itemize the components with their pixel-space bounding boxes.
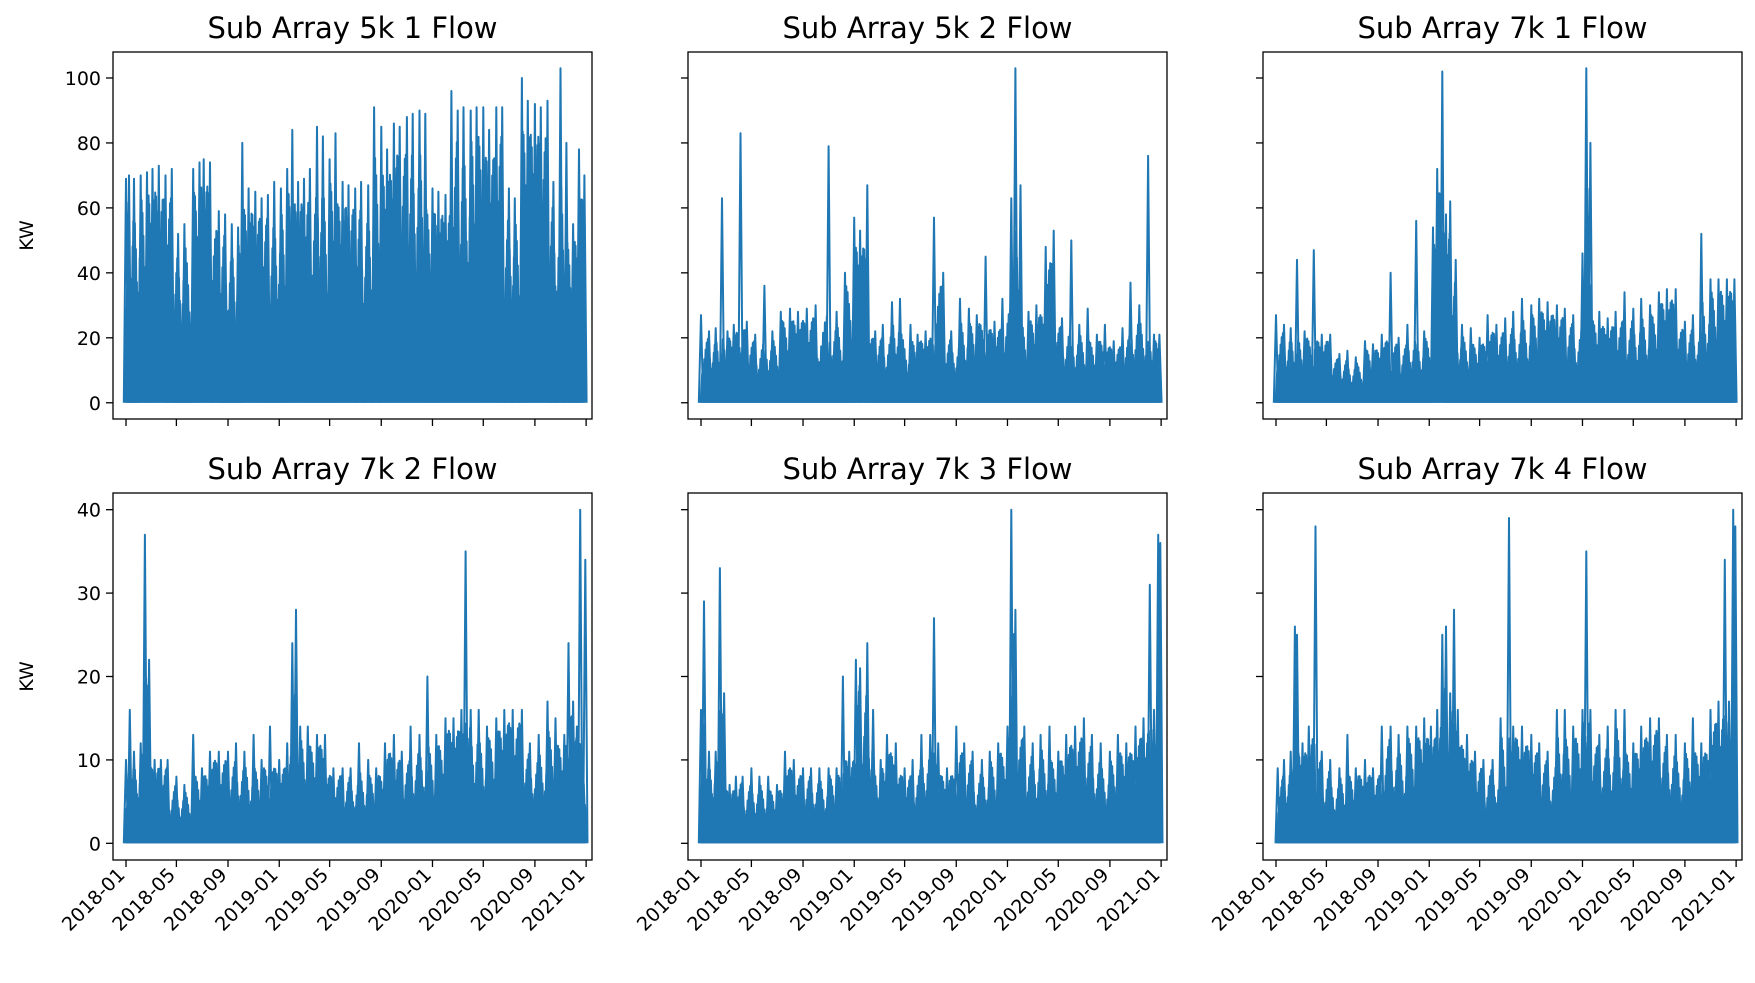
panel-sub-array-5k-2-flow: Sub Array 5k 2 Flow <box>681 11 1168 426</box>
y-tick-label: 100 <box>65 68 101 90</box>
series-line <box>122 508 589 844</box>
y-axis-label: KW <box>16 220 38 251</box>
panel-sub-array-7k-3-flow: 2018-012018-052018-092019-012019-052019-… <box>633 452 1168 936</box>
series-line <box>697 508 1164 844</box>
panel-sub-array-7k-1-flow: Sub Array 7k 1 Flow <box>1256 11 1743 426</box>
y-tick-label: 60 <box>77 198 101 220</box>
y-tick-label: 40 <box>77 500 101 522</box>
panel-sub-array-7k-4-flow: 2018-012018-052018-092019-012019-052019-… <box>1208 452 1743 936</box>
chart-title: Sub Array 7k 1 Flow <box>1357 11 1647 45</box>
chart-title: Sub Array 7k 4 Flow <box>1357 452 1647 486</box>
axes-frame <box>1262 51 1743 420</box>
y-tick-label: 40 <box>77 263 101 285</box>
series-line <box>122 67 588 403</box>
series-line <box>1274 508 1739 844</box>
panel-sub-array-7k-2-flow: 0102030402018-012018-052018-092019-01201… <box>16 452 593 936</box>
y-tick-label: 0 <box>89 393 101 415</box>
y-tick-label: 10 <box>77 750 101 772</box>
chart-title: Sub Array 5k 1 Flow <box>207 11 497 45</box>
y-tick-label: 30 <box>77 583 101 605</box>
y-tick-label: 80 <box>77 133 101 155</box>
y-tick-label: 0 <box>89 833 101 855</box>
series-line <box>697 67 1163 403</box>
axes-frame <box>687 51 1168 420</box>
axes-frame <box>112 51 593 420</box>
panel-sub-array-5k-1-flow: 0 20 40 60 80 100 Sub Array 5k 1 Flow KW <box>16 11 593 426</box>
chart-title: Sub Array 7k 2 Flow <box>207 452 497 486</box>
y-tick-label: 20 <box>77 667 101 689</box>
chart-title: Sub Array 5k 2 Flow <box>782 11 1072 45</box>
y-axis-label: KW <box>16 661 38 692</box>
series-line <box>1272 67 1738 403</box>
y-tick-label: 20 <box>77 328 101 350</box>
chart-title: Sub Array 7k 3 Flow <box>782 452 1072 486</box>
